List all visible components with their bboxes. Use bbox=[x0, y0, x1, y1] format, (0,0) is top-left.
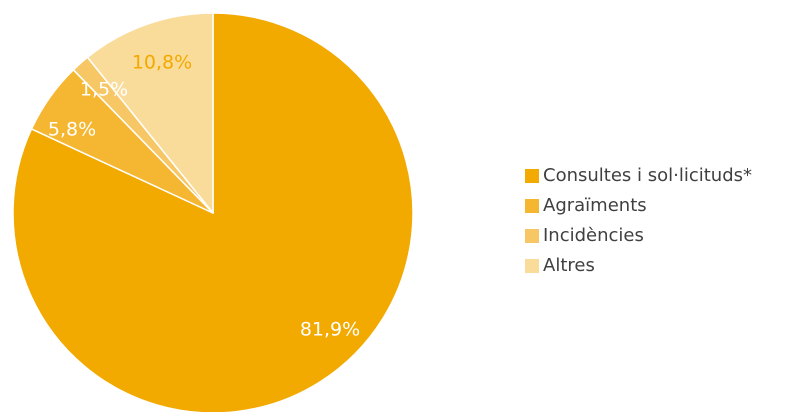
legend-swatch-4 bbox=[525, 259, 539, 273]
data-label-3: 1,5% bbox=[80, 79, 128, 101]
legend-swatch-3 bbox=[525, 229, 539, 243]
data-label-4: 10,8% bbox=[132, 52, 192, 74]
data-label-2: 5,8% bbox=[48, 119, 96, 141]
legend: Consultes i sol·licituds* Agraïments Incid… bbox=[525, 165, 752, 276]
legend-label-3: Incidències bbox=[543, 225, 644, 246]
data-label-1: 81,9% bbox=[300, 319, 360, 341]
legend-label-2: Agraïments bbox=[543, 195, 647, 216]
legend-swatch-1 bbox=[525, 169, 539, 183]
pie-data-labels: 81,9% 5,8% 1,5%10,8% bbox=[48, 52, 360, 341]
pie-slices bbox=[12, 12, 414, 412]
legend-label-4: Altres bbox=[543, 255, 595, 276]
pie-slice-4 bbox=[86, 12, 214, 214]
legend-swatch-2 bbox=[525, 199, 539, 213]
legend-label-1: Consultes i sol·licituds* bbox=[543, 165, 752, 186]
